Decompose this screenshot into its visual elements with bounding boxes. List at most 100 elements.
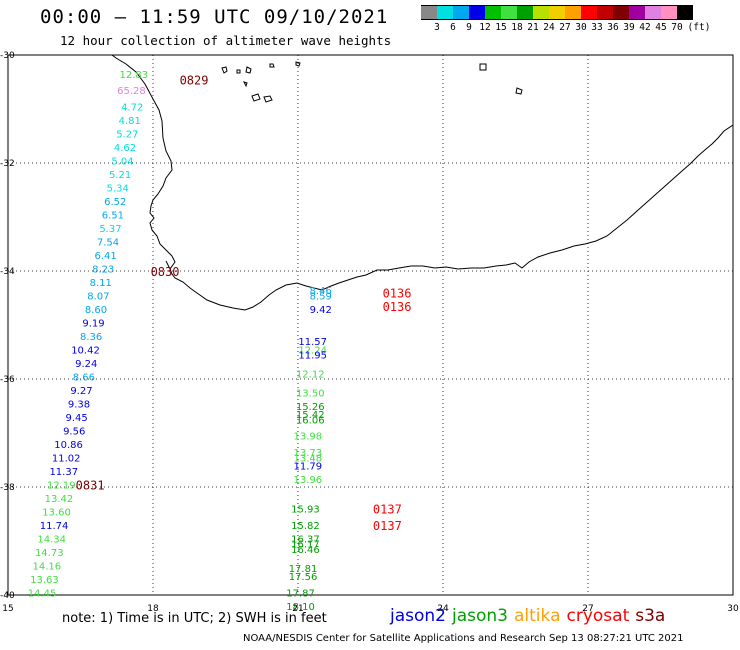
color-scale-label: 45: [655, 22, 667, 33]
wave-height-value: 13.50: [296, 389, 325, 400]
color-scale-swatch: [437, 5, 453, 20]
color-scale-swatch: [549, 5, 565, 20]
pass-time-label: 0137: [373, 503, 402, 517]
color-scale-swatch: [469, 5, 485, 20]
color-scale-swatch: [597, 5, 613, 20]
coastline: [111, 54, 734, 311]
wave-height-value: 8.36: [80, 332, 102, 343]
wave-height-value: 6.51: [102, 210, 124, 221]
color-scale-swatch: [501, 5, 517, 20]
wave-height-value: 8.11: [90, 278, 112, 289]
wave-height-value: 15.26: [296, 402, 325, 413]
lat-label: -32: [0, 159, 15, 169]
map-title: 00:00 – 11:59 UTC 09/10/2021: [40, 6, 389, 28]
wave-height-value: 4.62: [114, 143, 136, 154]
wave-height-value: 8.66: [73, 372, 95, 383]
color-scale-label: 12: [479, 22, 491, 33]
lon-label: 24: [437, 604, 449, 614]
color-scale-swatch: [485, 5, 501, 20]
wave-height-value: 13.63: [30, 575, 59, 586]
lon-label: 18: [147, 604, 159, 614]
wave-height-value: 4.81: [119, 116, 141, 127]
lon-label: 21: [292, 604, 304, 614]
inland-lake: [263, 95, 273, 103]
wave-height-value: 10.42: [71, 345, 100, 356]
wave-height-value: 13.42: [45, 494, 74, 505]
wave-height-value: 9.27: [70, 386, 92, 397]
wave-height-value: 17.56: [289, 572, 318, 583]
wave-height-value: 7.54: [97, 237, 119, 248]
lon-label: 27: [582, 604, 594, 614]
color-scale-label: 21: [527, 22, 539, 33]
wave-height-value: 11.02: [52, 453, 81, 464]
lon-label: 15: [2, 604, 14, 614]
wave-height-value: 13.48: [294, 453, 323, 464]
color-scale-swatch: [565, 5, 581, 20]
color-scale-bar: [421, 5, 693, 20]
wave-height-value: 4.72: [121, 102, 143, 113]
color-scale-label: 24: [543, 22, 555, 33]
wave-height-labels: 12.83 65.28 4.72 4.81 5.27 4.62 5.04 5.21 5.34 6.…: [28, 70, 332, 613]
wave-height-value: 9.42: [310, 305, 332, 316]
satellite-legend: jason2 jason3 altika cryosat s3a: [390, 606, 671, 626]
color-scale-label: 6: [450, 22, 456, 33]
wave-height-value: 18.10: [286, 602, 315, 613]
color-scale-label: 33: [591, 22, 603, 33]
color-scale-label: 42: [639, 22, 651, 33]
wave-height-value: 15.82: [291, 521, 320, 532]
inland-lake: [243, 81, 248, 88]
wave-height-value: 14.16: [33, 561, 62, 572]
inland-lake: [236, 69, 241, 74]
wave-height-value: 12.12: [296, 370, 325, 381]
wave-height-value: 8.46: [310, 286, 332, 297]
color-scale-labels: 3 6 9 12 15 18 21 24 27 30 33 36 39 42 45 70 (ft): [421, 22, 740, 36]
satellite-legend-cryosat: cryosat: [566, 606, 630, 626]
lat-label: -40: [0, 591, 15, 601]
color-scale-swatch: [533, 5, 549, 20]
wave-height-value: 8.60: [85, 305, 107, 316]
inland-lake: [221, 66, 228, 74]
lat-label: -34: [0, 267, 15, 277]
coastline-inlet: [165, 260, 171, 270]
wave-height-value: 8.23: [92, 264, 114, 275]
wave-height-value: 14.34: [37, 534, 66, 545]
wave-height-value: 65.28: [117, 86, 146, 97]
wave-height-value: 13.73: [294, 448, 323, 459]
wave-height-value: 12.83: [120, 70, 149, 81]
inland-lake: [479, 63, 487, 71]
pass-time-label: 0136: [383, 300, 412, 314]
wave-height-value: 5.37: [99, 224, 121, 235]
wave-height-value: 13.60: [42, 507, 71, 518]
wave-height-value: 8.07: [87, 291, 109, 302]
wave-height-value: 6.41: [94, 251, 116, 262]
wave-height-value: 17.81: [289, 564, 318, 575]
pass-time-label: 0830: [151, 265, 180, 279]
lon-label: 30: [727, 604, 739, 614]
color-scale-label: 39: [623, 22, 635, 33]
color-scale-label: (ft): [687, 22, 711, 33]
wave-height-value: 14.45: [28, 588, 57, 599]
wave-height-value: 9.45: [65, 413, 87, 424]
wave-height-value: 6.52: [104, 197, 126, 208]
color-scale-swatch: [453, 5, 469, 20]
pass-time-label: 0831: [76, 478, 105, 492]
pass-time-label: 0136: [383, 287, 412, 301]
wave-height-value: 11.57: [298, 337, 327, 348]
wave-height-value: 5.21: [109, 170, 131, 181]
wave-height-value: 5.04: [111, 156, 133, 167]
map-frame: [7, 54, 734, 596]
wave-height-value: 11.79: [294, 461, 323, 472]
color-scale-swatch: [421, 5, 437, 20]
color-scale-label: 9: [466, 22, 472, 33]
inland-lake: [295, 61, 301, 67]
wave-height-value: 16.37: [291, 534, 320, 545]
inland-lake: [251, 93, 261, 102]
wave-height-value: 11.37: [49, 467, 78, 478]
wave-height-value: 5.27: [116, 129, 138, 140]
satellite-legend-s3a: s3a: [635, 606, 666, 626]
pass-time-label: 0137: [373, 519, 402, 533]
wave-height-value: 12.24: [298, 345, 327, 356]
wave-height-value: 14.73: [35, 548, 64, 559]
color-scale-swatch: [677, 5, 693, 20]
